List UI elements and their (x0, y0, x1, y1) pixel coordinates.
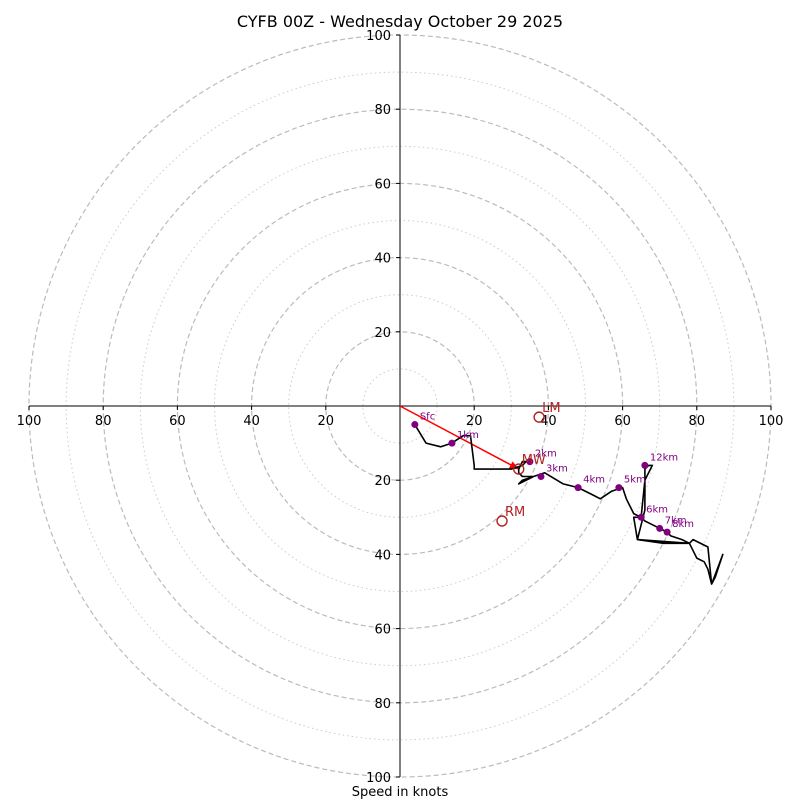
storm-motion-RM (496, 515, 508, 527)
height-label-3km: 3km (546, 463, 568, 474)
chart-title: CYFB 00Z - Wednesday October 29 2025 (237, 12, 563, 31)
height-label-4km: 4km (583, 475, 605, 486)
storm-motion-label-RM: RM (505, 505, 525, 520)
height-point-5km (615, 484, 623, 492)
y-tick-label: 100 (366, 29, 391, 44)
y-tick-label: 80 (374, 103, 391, 118)
storm-motion-markers: LM MW RM (496, 401, 561, 527)
x-tick-label: 20 (466, 414, 483, 429)
storm-motion-label-MW: MW (522, 453, 546, 468)
storm-motion-MW (513, 463, 525, 475)
hodograph-trace (414, 424, 724, 585)
height-label-6km: 6km (646, 504, 668, 515)
height-label-8km: 8km (672, 519, 694, 530)
x-tick-label: 60 (169, 414, 186, 429)
height-label-1km: 1km (457, 430, 479, 441)
height-label-2km: 2km (535, 449, 557, 460)
height-label-5km: 5km (624, 475, 646, 486)
height-point-8km (663, 528, 671, 536)
height-point-7km (656, 524, 664, 532)
tick-labels: 1001008080606040402020202040406060808010… (17, 29, 784, 786)
x-axis-label: Speed in knots (352, 785, 449, 800)
height-point-1km (448, 439, 456, 447)
x-tick-label: 60 (614, 414, 631, 429)
height-point-6km (637, 513, 645, 521)
storm-motion-label-LM: LM (542, 401, 560, 416)
y-tick-label: 40 (374, 252, 391, 267)
y-tick-label: 20 (374, 326, 391, 341)
x-tick-label: 20 (318, 414, 335, 429)
y-tick-label: 40 (374, 548, 391, 563)
y-tick-label: 60 (374, 623, 391, 638)
height-point-4km (574, 484, 582, 492)
y-tick-label: 100 (366, 771, 391, 786)
y-tick-label: 60 (374, 177, 391, 192)
height-label-12km: 12km (650, 452, 678, 463)
wind-trace-line (414, 424, 724, 585)
height-label-Sfc: Sfc (420, 412, 435, 423)
storm-motion-LM (533, 411, 545, 423)
height-point-Sfc (411, 421, 419, 429)
y-tick-label: 20 (374, 474, 391, 489)
x-tick-label: 100 (17, 414, 42, 429)
x-tick-label: 100 (759, 414, 784, 429)
x-tick-label: 40 (243, 414, 260, 429)
height-point-12km (641, 461, 649, 469)
height-point-2km (526, 458, 534, 466)
height-point-3km (537, 472, 545, 480)
x-tick-label: 80 (689, 414, 706, 429)
x-tick-label: 80 (95, 414, 112, 429)
y-tick-label: 80 (374, 697, 391, 712)
height-label-7km: 7km (665, 515, 687, 526)
